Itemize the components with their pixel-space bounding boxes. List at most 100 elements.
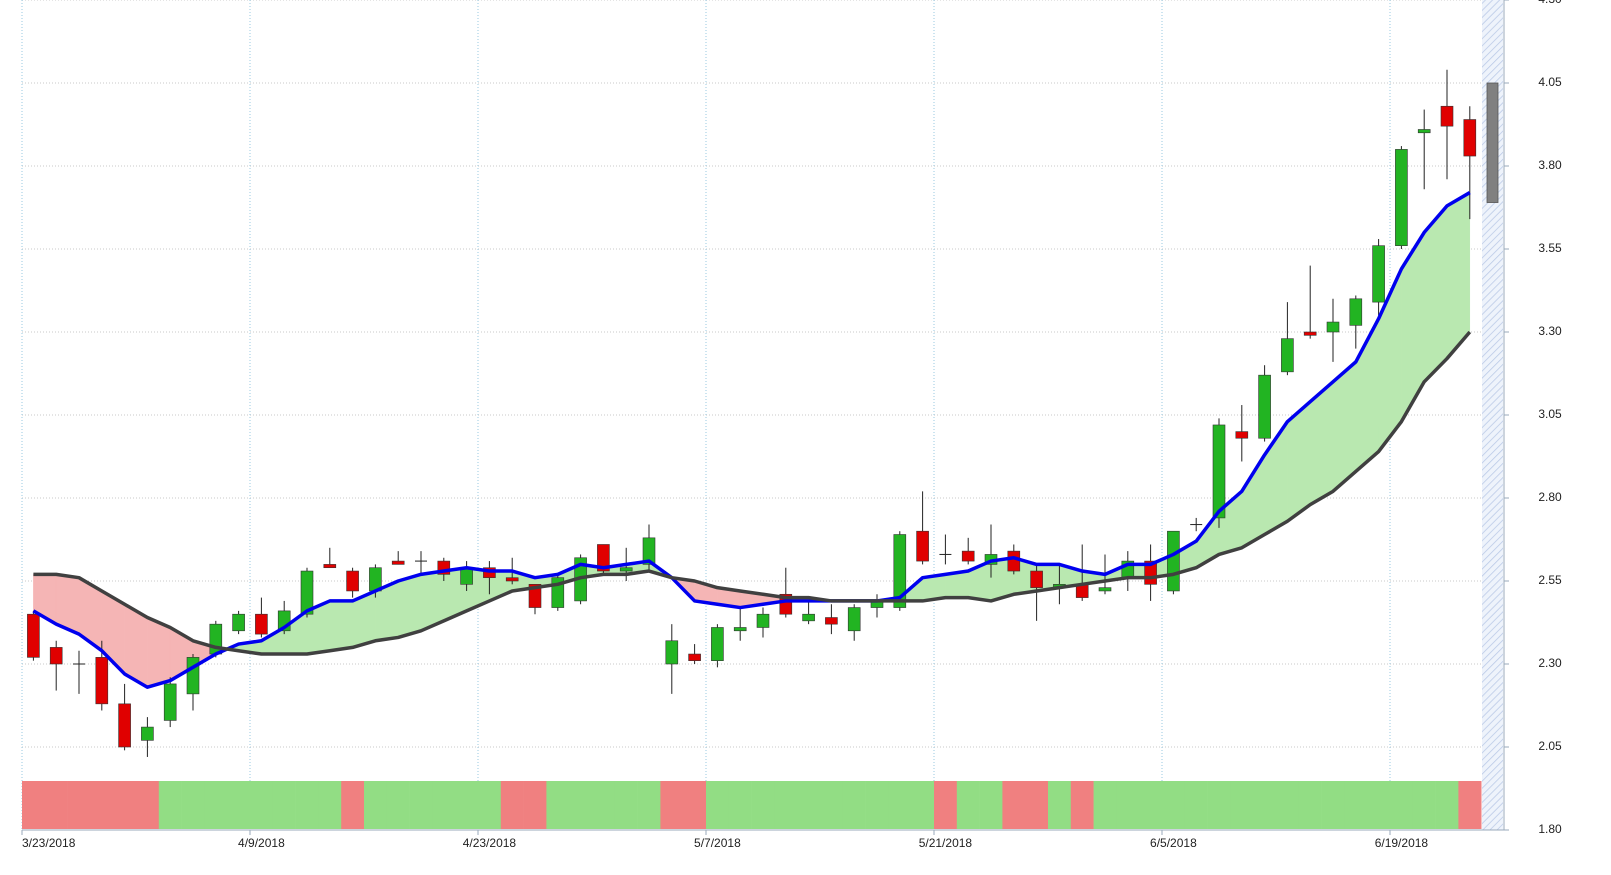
- ma-fill-segment: [1423, 205, 1448, 383]
- signal-cell: [592, 781, 616, 829]
- candle-body: [1463, 119, 1477, 157]
- candle-body: [1212, 424, 1226, 519]
- signal-cell: [1070, 781, 1094, 829]
- candle-body: [711, 627, 724, 661]
- signal-cell: [842, 781, 866, 829]
- signal-cell: [158, 781, 182, 829]
- candle-body: [642, 537, 656, 565]
- signal-cell: [614, 781, 638, 829]
- last-range-bar: [1486, 82, 1499, 203]
- signal-cell: [455, 781, 479, 829]
- y-tick-label: 2.55: [1538, 573, 1562, 587]
- signal-cell: [478, 781, 502, 829]
- signal-cell: [888, 781, 912, 829]
- signal-cell: [865, 781, 889, 829]
- candle-body: [893, 534, 907, 608]
- candle-body: [391, 560, 405, 565]
- candle-body: [916, 530, 929, 562]
- candle-body: [1167, 530, 1180, 592]
- y-tick-label: 3.30: [1538, 324, 1562, 338]
- candle-body: [1007, 550, 1021, 572]
- candle-body: [1395, 149, 1408, 246]
- x-tick-label: 3/23/2018: [22, 836, 76, 850]
- signal-cell: [250, 781, 274, 829]
- signal-cell: [637, 781, 661, 829]
- signal-cell: [911, 781, 935, 829]
- ma-fill-segment: [329, 600, 353, 652]
- candle-body: [232, 613, 245, 632]
- signal-cell: [500, 781, 524, 829]
- y-tick-label: 3.80: [1538, 158, 1562, 172]
- candle-body: [95, 657, 109, 705]
- signal-cell: [1390, 781, 1414, 829]
- signal-cell: [22, 781, 46, 829]
- signal-cell: [227, 781, 251, 829]
- moving-average-line: [33, 330, 1472, 656]
- y-tick-label: 2.80: [1538, 490, 1562, 504]
- candle-body: [1258, 374, 1271, 439]
- candle-body: [255, 613, 268, 635]
- signal-cell: [1093, 781, 1117, 829]
- ma-fill-segment: [1332, 361, 1357, 492]
- signal-cell: [204, 781, 228, 829]
- candle-body: [802, 613, 815, 622]
- x-tick-label: 5/7/2018: [694, 836, 741, 850]
- signal-cell: [523, 781, 547, 829]
- candle-body: [528, 584, 542, 608]
- ma-fill-segment: [397, 574, 422, 638]
- signal-cell: [956, 781, 980, 829]
- x-tick-label: 4/9/2018: [238, 836, 285, 850]
- x-tick-label: 4/23/2018: [463, 836, 517, 850]
- signal-cell: [1344, 781, 1368, 829]
- signal-cell: [409, 781, 433, 829]
- candle-body: [186, 657, 200, 695]
- signal-cell: [1458, 781, 1482, 829]
- y-tick-label: 1.80: [1538, 822, 1562, 836]
- signal-cell: [1276, 781, 1300, 829]
- y-tick-label: 3.55: [1538, 241, 1562, 255]
- signal-cell: [1230, 781, 1254, 829]
- candle-body: [665, 640, 679, 665]
- candle-body: [163, 683, 177, 721]
- signal-cell: [660, 781, 684, 829]
- candle-body: [460, 567, 473, 585]
- signal-cell: [1184, 781, 1208, 829]
- candle-body: [688, 653, 701, 661]
- candle-body: [825, 617, 838, 625]
- candle-body: [300, 570, 314, 615]
- y-tick-label: 2.30: [1538, 656, 1562, 670]
- candle-body: [1303, 331, 1317, 336]
- signal-cell: [1207, 781, 1231, 829]
- signal-cell: [67, 781, 91, 829]
- candle-body: [118, 703, 131, 748]
- candle-body: [756, 613, 770, 628]
- signal-cell: [774, 781, 798, 829]
- signal-cell: [728, 781, 752, 829]
- signal-cell: [272, 781, 296, 829]
- signal-cell: [1025, 781, 1049, 829]
- candle-body: [733, 627, 747, 632]
- signal-cell: [113, 781, 137, 829]
- signal-cell: [1435, 781, 1459, 829]
- signal-cell: [820, 781, 844, 829]
- candle-body: [505, 577, 519, 582]
- signal-cell: [181, 781, 205, 829]
- y-tick-label: 4.05: [1538, 75, 1562, 89]
- signal-bar: [22, 781, 1482, 829]
- candle-body: [1235, 431, 1249, 439]
- signal-cell: [44, 781, 68, 829]
- x-tick-label: 5/21/2018: [919, 836, 973, 850]
- candle-body: [1349, 298, 1363, 326]
- signal-cell: [1367, 781, 1391, 829]
- signal-cell: [386, 781, 410, 829]
- candle-body: [1372, 245, 1385, 303]
- candle-body: [1440, 105, 1454, 127]
- signal-cell: [1139, 781, 1163, 829]
- signal-cell: [1321, 781, 1345, 829]
- x-tick-label: 6/19/2018: [1375, 836, 1429, 850]
- y-tick-label: 4.30: [1538, 0, 1562, 6]
- signal-cell: [751, 781, 775, 829]
- signal-cell: [1002, 781, 1026, 829]
- candle-body: [1098, 587, 1112, 592]
